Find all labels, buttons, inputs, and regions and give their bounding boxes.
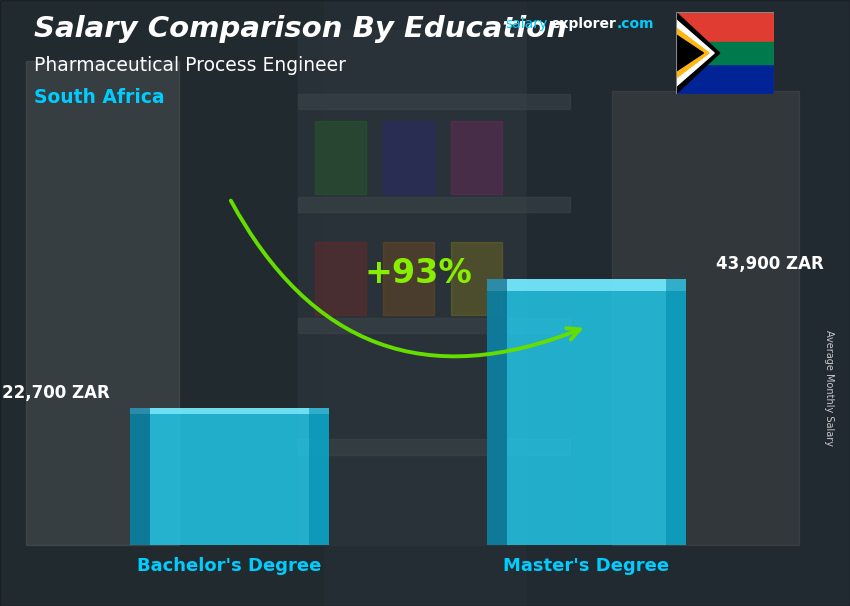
Polygon shape: [676, 28, 709, 78]
Polygon shape: [676, 12, 720, 94]
Bar: [129, 408, 150, 545]
Bar: [129, 408, 330, 545]
Bar: [0, 0, 323, 606]
Bar: [298, 318, 570, 333]
Text: .com: .com: [617, 17, 654, 31]
Text: salary: salary: [506, 17, 548, 31]
Bar: [298, 94, 570, 109]
Bar: [527, 0, 850, 606]
Text: Pharmaceutical Process Engineer: Pharmaceutical Process Engineer: [34, 56, 346, 75]
Polygon shape: [676, 35, 704, 72]
Bar: [676, 12, 774, 53]
Bar: [486, 279, 507, 545]
Text: Salary Comparison By Education: Salary Comparison By Education: [34, 15, 567, 43]
Bar: [129, 408, 330, 414]
Bar: [382, 242, 434, 315]
Bar: [450, 242, 501, 315]
FancyArrowPatch shape: [231, 201, 580, 356]
Bar: [676, 53, 774, 94]
Text: 22,700 ZAR: 22,700 ZAR: [2, 384, 110, 402]
Bar: [309, 408, 330, 545]
Text: +93%: +93%: [364, 257, 472, 290]
Bar: [666, 279, 687, 545]
Text: Average Monthly Salary: Average Monthly Salary: [824, 330, 834, 446]
Bar: [298, 439, 570, 454]
Bar: [382, 121, 434, 194]
Text: explorer: explorer: [551, 17, 617, 31]
Bar: [26, 61, 178, 545]
Bar: [612, 91, 799, 545]
Bar: [486, 279, 687, 291]
Bar: [298, 30, 570, 545]
Bar: [486, 279, 687, 545]
Text: 43,900 ZAR: 43,900 ZAR: [717, 255, 824, 273]
Bar: [314, 121, 366, 194]
Text: South Africa: South Africa: [34, 88, 165, 107]
Bar: [314, 242, 366, 315]
Bar: [676, 42, 774, 64]
Bar: [298, 197, 570, 212]
Bar: [450, 121, 501, 194]
Polygon shape: [676, 19, 714, 87]
